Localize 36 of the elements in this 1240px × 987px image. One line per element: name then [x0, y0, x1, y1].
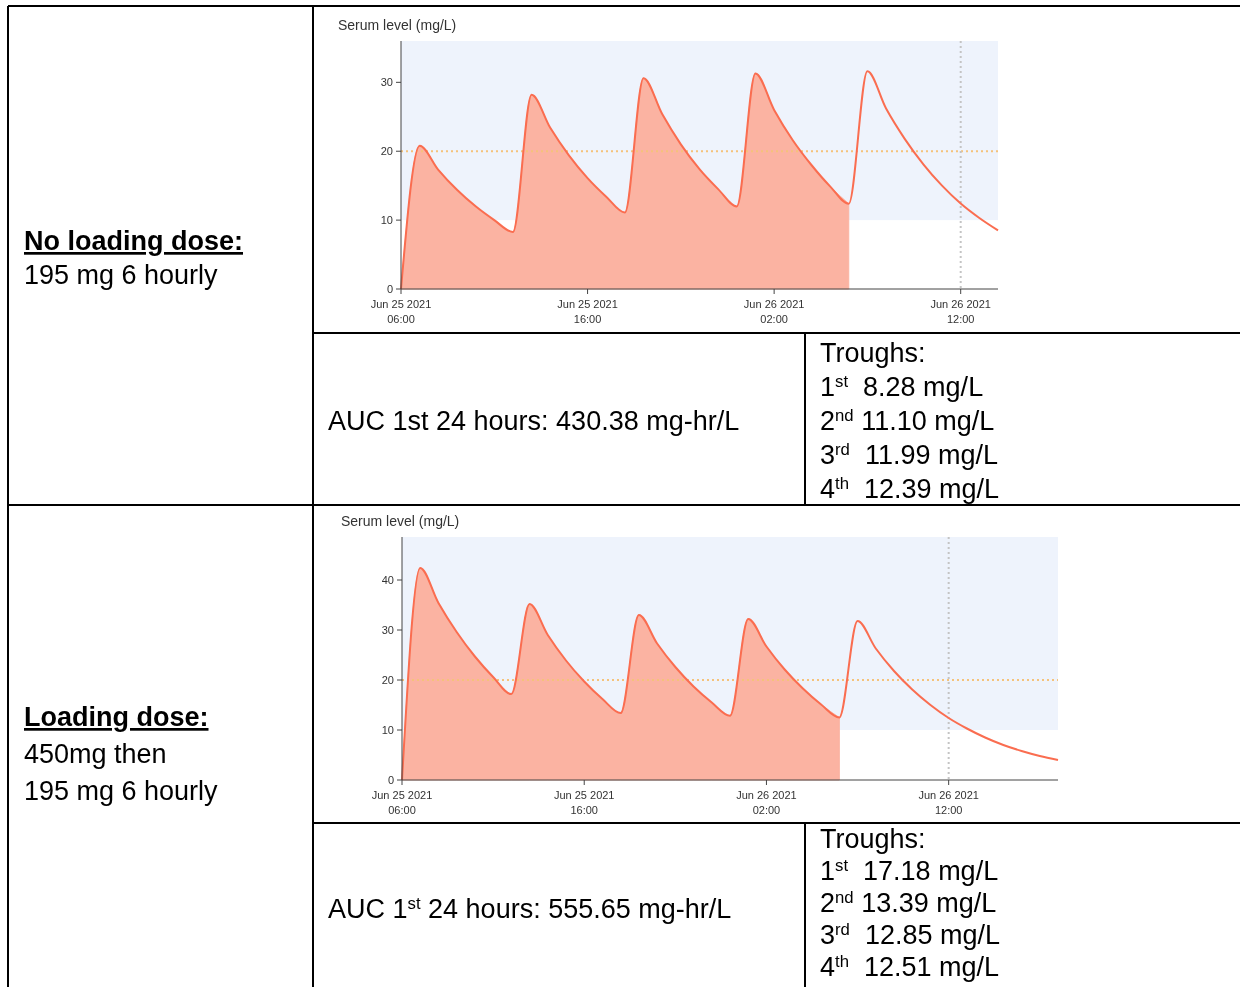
x-tick-label: Jun 26 2021 12:00	[930, 298, 991, 325]
x-tick-label: Jun 26 2021 02:00	[736, 789, 797, 816]
text: 195 mg 6 hourly	[24, 776, 219, 806]
text: 3$^{rd}$ 12.85 mg/L	[820, 919, 1001, 950]
text: 4$^{th}$ 12.51 mg/L	[820, 951, 1000, 982]
text: Troughs:	[820, 338, 926, 368]
y-tick-label: 0	[387, 773, 394, 786]
x-tick-label: Jun 25 2021 16:00	[553, 789, 615, 816]
x-tick-label: Jun 25 2021 16:00	[557, 298, 618, 325]
text: 2$^{nd}$ 11.10 mg/L	[820, 405, 995, 436]
y-tick-label: 20	[380, 145, 393, 158]
text: AUC 1st 24 hours: 430.38 mg-hr/L	[328, 406, 740, 436]
text: 450mg then	[24, 739, 167, 769]
text: 195 mg 6 hourly	[24, 260, 219, 290]
x-tick-label: Jun 26 2021 12:00	[918, 789, 979, 816]
text: Troughs:	[820, 824, 926, 854]
y-tick-label: 30	[380, 76, 393, 89]
y-axis-title: Serum level (mg/L)	[341, 513, 460, 529]
x-tick-label: Jun 25 2021 06:00	[370, 298, 432, 325]
y-tick-label: 40	[381, 573, 394, 586]
text: 1$^{st}$ 8.28 mg/L	[820, 371, 984, 402]
x-tick-label: Jun 25 2021 06:00	[371, 789, 433, 816]
text: AUC 1$^{st}$ 24 hours: 555.65 mg-hr/L	[328, 893, 732, 924]
y-tick-label: 10	[381, 723, 394, 736]
text: 3$^{rd}$ 11.99 mg/L	[820, 439, 999, 470]
text: No loading dose:	[24, 226, 243, 256]
text: Loading dose:	[24, 702, 209, 732]
y-tick-label: 20	[381, 673, 394, 686]
y-tick-label: 0	[386, 282, 393, 295]
text: 2$^{nd}$ 13.39 mg/L	[820, 887, 997, 918]
text: 1$^{st}$ 17.18 mg/L	[820, 855, 999, 886]
y-axis-title: Serum level (mg/L)	[338, 17, 457, 33]
x-tick-label: Jun 26 2021 02:00	[743, 298, 805, 325]
y-tick-label: 30	[381, 623, 394, 636]
text: 4$^{th}$ 12.39 mg/L	[820, 473, 1000, 504]
y-tick-label: 10	[380, 213, 393, 226]
